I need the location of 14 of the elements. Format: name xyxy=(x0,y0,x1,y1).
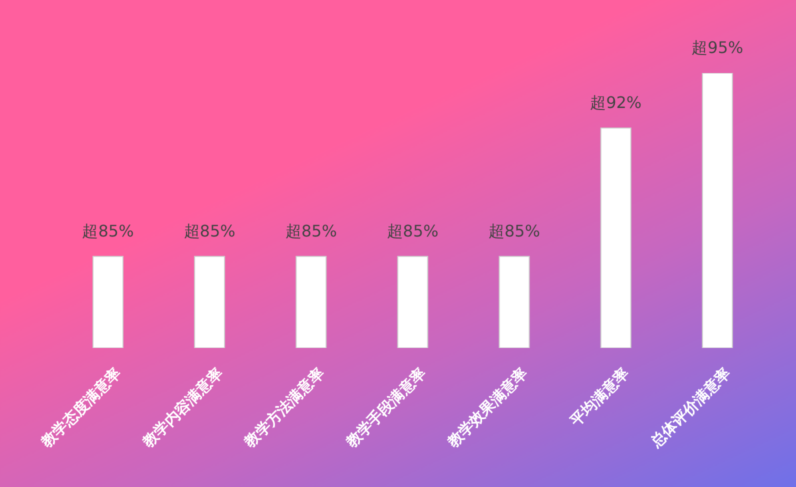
x-tick-label: 教学效果满意率 xyxy=(443,364,531,452)
x-tick-label: 平均满意率 xyxy=(566,364,632,431)
data-label: 超85% xyxy=(488,221,540,240)
x-tick-label: 教学手段满意率 xyxy=(342,364,430,452)
x-tick-label: 教学方法满意率 xyxy=(240,364,328,452)
x-tick-label: 总体评价满意率 xyxy=(646,364,734,452)
x-tick-label: 教学内容满意率 xyxy=(138,364,226,452)
data-label: 超92% xyxy=(590,93,642,112)
data-label: 超85% xyxy=(386,221,438,240)
data-label: 超85% xyxy=(285,221,337,240)
data-label: 超85% xyxy=(82,221,134,240)
x-tick-label: 教学态度满意率 xyxy=(36,364,125,452)
data-label: 超85% xyxy=(184,221,236,240)
data-label: 超95% xyxy=(692,38,744,57)
